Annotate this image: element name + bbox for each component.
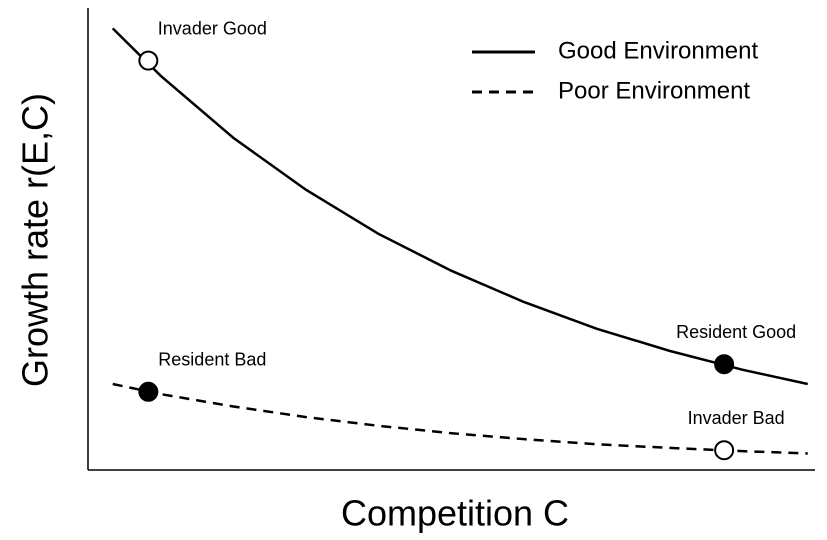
y-axis-title: Growth rate r(E,C) — [15, 93, 56, 387]
series-line — [111, 27, 808, 386]
point-marker — [714, 354, 735, 375]
point-label: Resident Good — [676, 322, 796, 342]
legend-label: Good Environment — [558, 37, 758, 64]
series-line — [112, 382, 808, 455]
point-label: Invader Bad — [688, 408, 785, 428]
legend-label: Poor Environment — [558, 77, 750, 104]
x-axis-title: Competition C — [341, 493, 569, 534]
point-marker — [138, 381, 159, 402]
point-label: Invader Good — [158, 18, 267, 38]
point-label: Resident Bad — [158, 350, 266, 370]
point-marker — [714, 440, 735, 461]
point-marker — [138, 50, 159, 71]
